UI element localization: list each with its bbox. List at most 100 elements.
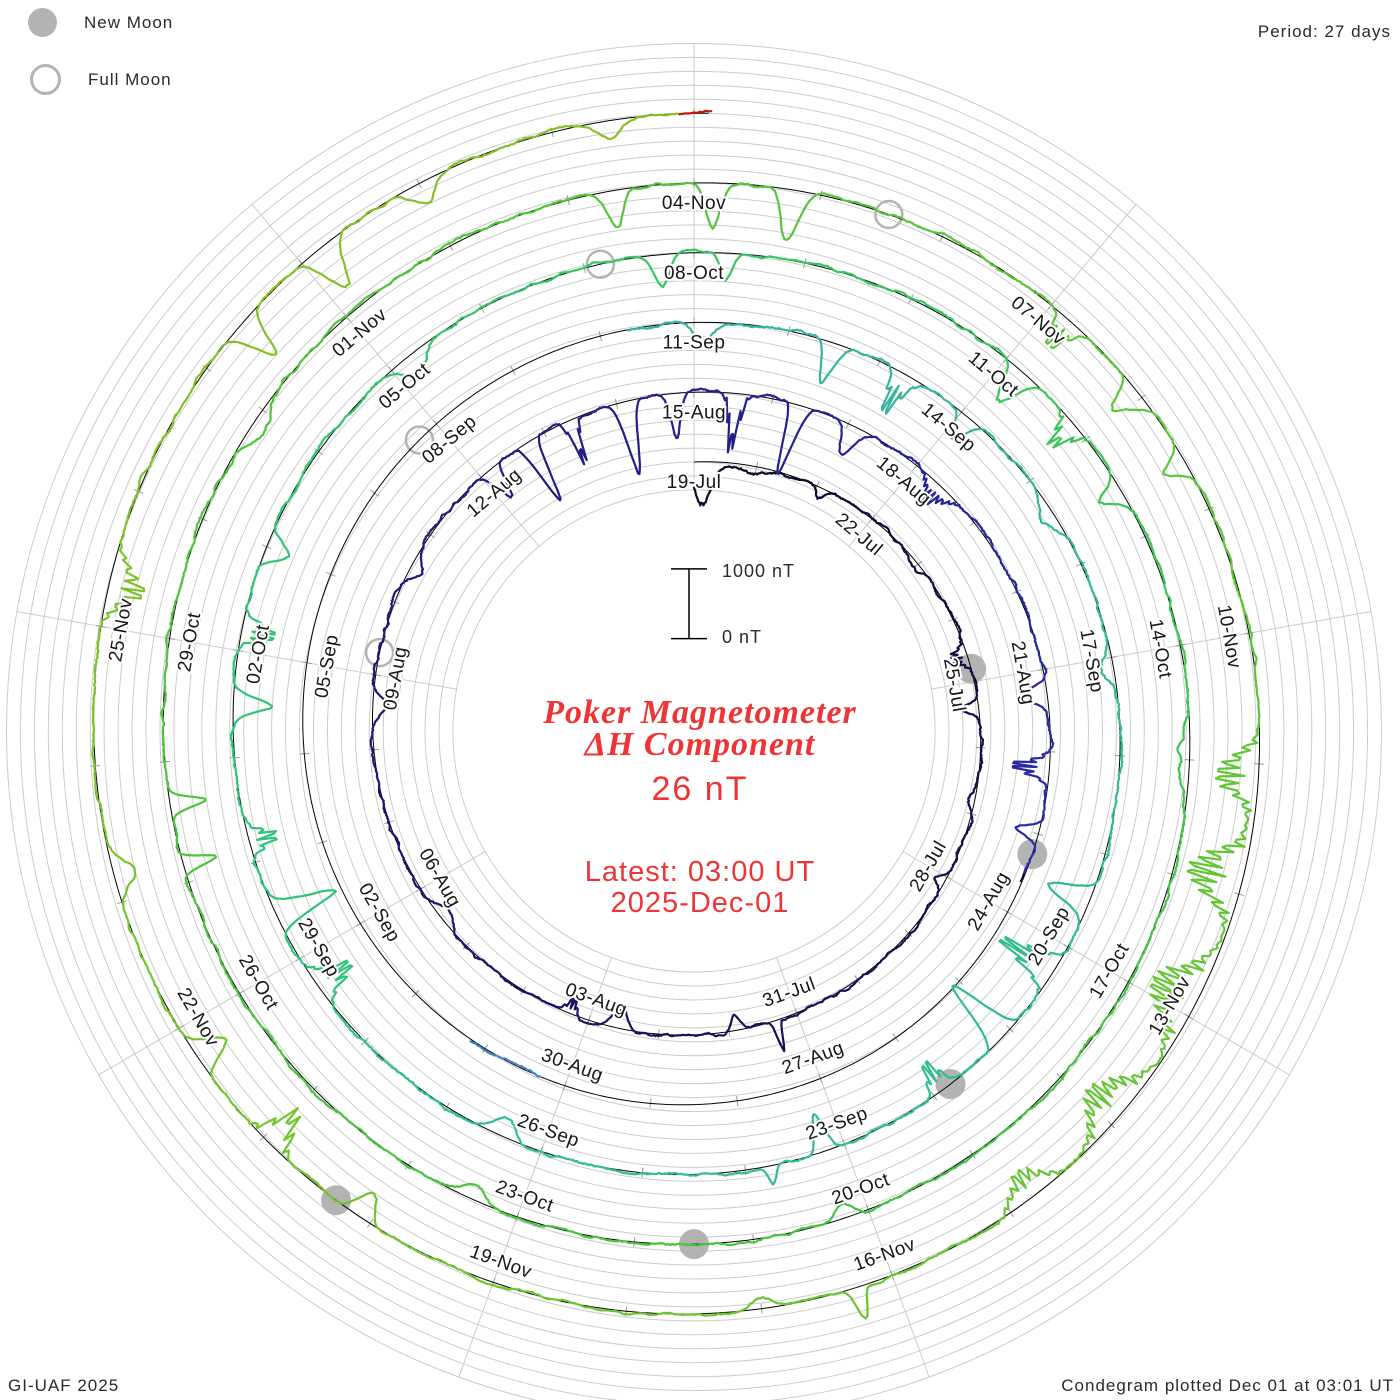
magnetometer-trace-segment (203, 925, 220, 954)
magnetometer-trace-segment (540, 423, 559, 436)
magnetometer-trace-segment (763, 1019, 786, 1053)
magnetometer-trace-segment (477, 143, 512, 159)
magnetometer-trace-segment (246, 609, 276, 642)
magnetometer-trace-segment (904, 925, 919, 940)
magnetometer-trace-segment (304, 443, 322, 468)
magnetometer-trace-segment (1048, 1155, 1080, 1176)
magnetometer-trace-segment (388, 593, 395, 614)
magnetometer-trace-segment (654, 1242, 686, 1246)
magnetometer-trace-segment (892, 937, 908, 951)
grid-spoke (902, 851, 1291, 1076)
date-label: 17-Sep (1075, 627, 1107, 694)
magnetometer-trace-segment (526, 277, 554, 288)
magnetometer-trace-segment (227, 444, 250, 470)
magnetometer-trace-segment (509, 449, 558, 498)
magnetometer-trace-segment (951, 985, 990, 1055)
magnetometer-trace-segment (886, 1112, 910, 1126)
magnetometer-trace-segment (209, 1036, 228, 1083)
magnetometer-trace-segment (209, 340, 245, 362)
magnetometer-trace-segment (319, 425, 341, 446)
magnetometer-trace-segment (903, 1179, 932, 1195)
magnetometer-trace-segment (976, 1216, 1006, 1237)
magnetometer-trace-segment (915, 570, 933, 582)
magnetometer-trace-segment (316, 1095, 343, 1115)
magnetometer-trace-segment (419, 547, 425, 571)
magnetometer-trace-segment (847, 199, 879, 213)
magnetometer-trace-segment (537, 1293, 571, 1304)
magnetometer-trace-segment (429, 515, 443, 533)
magnetometer-trace-segment (1144, 409, 1170, 435)
magnetometer-trace-segment (481, 476, 514, 499)
magnetometer-trace-segment (921, 483, 940, 506)
magnetometer-trace-segment (840, 981, 857, 992)
magnetometer-trace-segment (868, 959, 883, 974)
magnetometer-trace-segment (1117, 752, 1124, 779)
magnetometer-trace-segment (907, 557, 918, 573)
magnetometer-trace-segment (1046, 717, 1053, 740)
full-moon-icon (30, 64, 61, 95)
magnetometer-trace-segment (969, 807, 974, 827)
magnetometer-trace-segment (509, 131, 545, 146)
magnetometer-trace-segment (697, 1172, 724, 1176)
chart-title-line1: Poker Magnetometer (543, 694, 857, 731)
magnetometer-trace-segment (680, 1033, 700, 1037)
magnetometer-trace-segment (574, 193, 611, 219)
date-label: 15-Aug (662, 402, 726, 423)
magnetometer-trace-segment (369, 736, 375, 757)
magnetometer-trace-segment (888, 1264, 922, 1278)
magnetometer-trace-segment (1162, 470, 1201, 489)
magnetometer-trace-segment (415, 1086, 439, 1103)
magnetometer-trace-segment (1162, 579, 1172, 609)
magnetometer-trace-segment (1108, 823, 1114, 851)
magnetometer-trace-segment (1014, 583, 1026, 605)
magnetometer-trace-segment (375, 772, 381, 793)
magnetometer-trace-segment (810, 997, 828, 1007)
magnetometer-trace-segment (963, 666, 977, 683)
magnetometer-trace-segment (265, 540, 291, 565)
magnetometer-trace-segment (1162, 880, 1173, 910)
magnetometer-trace-segment (646, 393, 668, 406)
magnetometer-trace-segment (118, 540, 140, 582)
magnetometer-trace-segment (1176, 742, 1183, 772)
magnetometer-trace-segment (382, 611, 391, 632)
magnetometer-trace-segment (766, 471, 785, 476)
plotted-timestamp: Condegram plotted Dec 01 at 03:01 UT (1061, 1376, 1394, 1395)
magnetometer-trace-segment (473, 1276, 507, 1290)
magnetometer-trace-segment (1098, 612, 1107, 638)
magnetometer-trace-segment (826, 1291, 869, 1320)
magnetometer-trace-segment (978, 727, 985, 747)
magnetometer-trace-segment (717, 323, 743, 330)
magnetometer-trace-segment (657, 249, 684, 289)
magnetometer-trace-segment (880, 375, 911, 415)
magnetometer-trace-segment (540, 1224, 572, 1233)
magnetometer-trace-segment (308, 253, 351, 289)
magnetometer-trace-segment (402, 856, 413, 876)
magnetometer-trace-segment (357, 201, 389, 223)
magnetometer-trace-segment (500, 1057, 523, 1068)
magnetometer-trace-segment (984, 533, 997, 553)
magnetometer-trace-segment (577, 410, 594, 433)
magnetometer-trace-segment (1017, 998, 1036, 1020)
magnetometer-trace-segment (396, 840, 405, 859)
magnetometer-trace-segment (630, 1025, 649, 1035)
magnetometer-trace-segment (934, 498, 961, 507)
magnetometer-trace-segment (740, 323, 766, 329)
magnetometer-trace-segment (838, 496, 855, 506)
magnetometer-trace-segment (1113, 983, 1130, 1010)
magnetometer-trace-segment (946, 1234, 979, 1250)
magnetometer-trace-segment (371, 754, 379, 775)
magnetometer-trace-segment (622, 1171, 650, 1176)
magnetometer-trace-segment (1013, 1166, 1051, 1189)
magnetometer-trace-segment (551, 268, 579, 280)
magnetometer-trace-segment (681, 248, 711, 254)
magnetometer-trace-segment (1100, 635, 1109, 663)
magnetometer-trace-segment (1152, 964, 1194, 1000)
magnetometer-trace-segment (761, 255, 791, 261)
magnetometer-trace-segment (1231, 728, 1259, 762)
magnetometer-trace-segment (396, 1070, 419, 1089)
magnetometer-trace-segment (1077, 1122, 1096, 1158)
magnetometer-trace-segment (520, 1065, 542, 1078)
magnetometer-trace-segment (261, 1026, 282, 1052)
magnetometer-trace-segment (173, 576, 184, 608)
magnetometer-trace-segment (1108, 359, 1125, 395)
